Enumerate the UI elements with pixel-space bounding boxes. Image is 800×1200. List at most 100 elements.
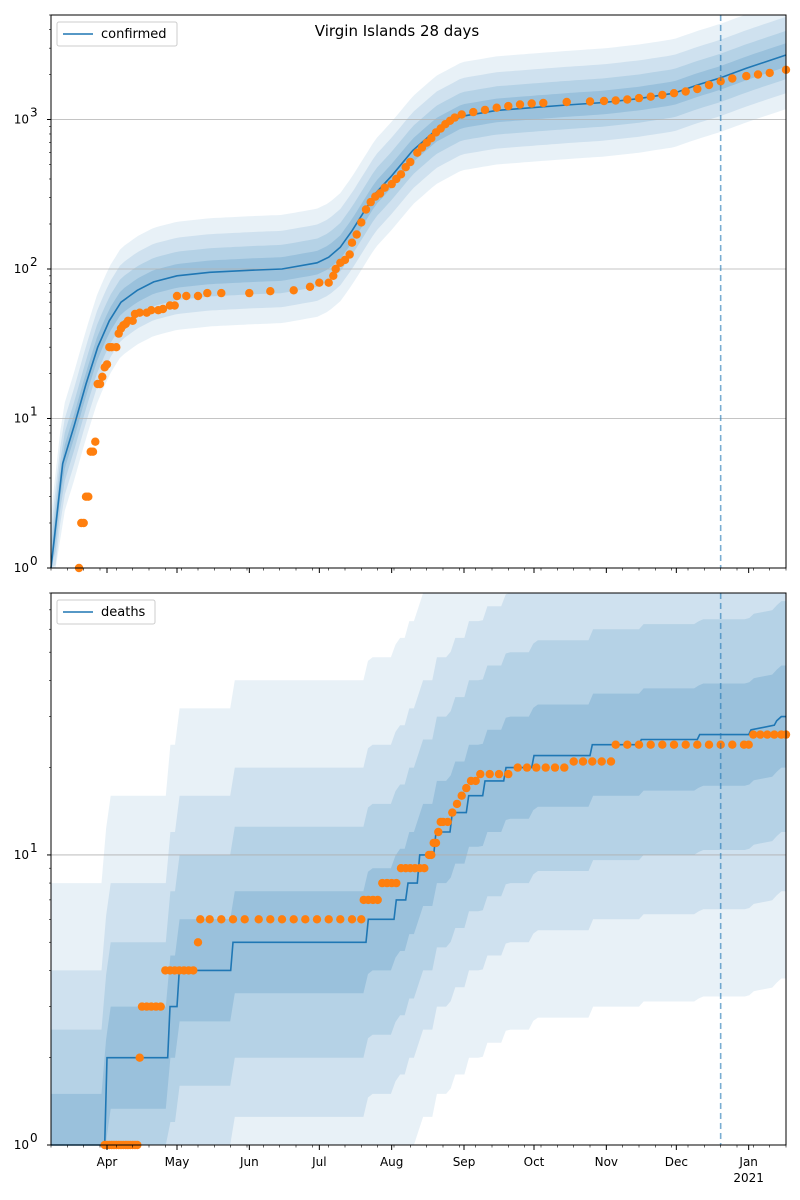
observed-point-32 <box>193 291 203 301</box>
observed-point-48 <box>357 218 366 227</box>
observed-point-59 <box>427 850 436 860</box>
observed-point-57 <box>420 864 429 873</box>
observed-point-41 <box>336 915 345 924</box>
y-tick-label-1e0: 10 <box>14 1138 29 1152</box>
observed-point-67 <box>450 113 459 122</box>
observed-point-89 <box>728 74 737 83</box>
observed-point-87 <box>611 740 620 749</box>
observed-point-9 <box>95 379 105 389</box>
observed-point-67 <box>452 799 462 809</box>
x-tick-label-7: Nov <box>595 1155 618 1169</box>
confirmed-uncertainty-bands <box>51 15 786 569</box>
observed-point-51 <box>392 878 401 888</box>
deaths-median-line <box>51 715 786 1146</box>
observed-point-69 <box>462 783 471 793</box>
observed-point-65 <box>443 817 452 827</box>
observed-point-56 <box>396 170 406 179</box>
observed-point-102 <box>763 730 772 739</box>
observed-point-62 <box>427 134 436 143</box>
legend-label-deaths: deaths <box>101 605 146 620</box>
observed-point-85 <box>681 87 690 96</box>
observed-point-78 <box>599 96 609 106</box>
observed-point-90 <box>646 740 655 749</box>
observed-point-40 <box>324 278 333 287</box>
observed-point-37 <box>289 915 298 924</box>
observed-point-34 <box>217 288 226 298</box>
observed-point-73 <box>515 100 525 109</box>
observed-point-77 <box>522 763 532 772</box>
observed-point-76 <box>513 763 522 772</box>
legend-box <box>56 21 178 47</box>
observed-point-15 <box>135 1053 144 1062</box>
observed-point-40 <box>324 915 333 924</box>
confirmed-observed-points <box>74 65 791 573</box>
observed-point-82 <box>569 757 578 766</box>
observed-point-101 <box>756 730 765 739</box>
observed-point-83 <box>658 90 667 100</box>
observed-point-38 <box>305 282 315 291</box>
observed-point-77 <box>585 97 595 106</box>
observed-point-74 <box>494 769 504 779</box>
confirmed-legend: confirmed <box>56 21 178 47</box>
observed-point-99 <box>744 740 753 749</box>
observed-point-79 <box>541 763 550 772</box>
observed-point-53 <box>380 183 389 192</box>
observed-point-30 <box>205 915 214 924</box>
x-year-label: 2021 <box>733 1171 764 1185</box>
observed-point-10 <box>98 372 107 381</box>
observed-point-81 <box>634 93 644 103</box>
observed-point-25 <box>147 306 156 315</box>
observed-point-88 <box>623 740 632 749</box>
observed-point-103 <box>770 730 779 739</box>
y-tick-exp-1e1: 1 <box>30 841 38 855</box>
observed-point-91 <box>658 740 667 749</box>
legend-box <box>56 599 156 625</box>
observed-point-30 <box>172 291 182 301</box>
observed-point-20 <box>156 1002 165 1011</box>
x-tick-label-4: Aug <box>380 1155 403 1169</box>
observed-point-74 <box>527 99 536 108</box>
observed-point-79 <box>611 96 620 105</box>
uncertainty-band-1 <box>51 15 786 568</box>
observed-point-97 <box>728 740 737 749</box>
observed-point-69 <box>469 107 478 117</box>
observed-point-73 <box>485 769 494 779</box>
observed-point-92 <box>669 740 679 749</box>
observed-point-2 <box>79 518 88 528</box>
chart-title: Virgin Islands 28 days <box>315 22 480 40</box>
observed-point-81 <box>560 763 569 772</box>
observed-point-27 <box>158 304 168 314</box>
observed-point-62 <box>434 827 443 837</box>
observed-point-90 <box>742 71 751 81</box>
observed-point-43 <box>357 915 366 924</box>
observed-point-80 <box>623 95 632 104</box>
observed-point-52 <box>375 189 385 198</box>
observed-point-100 <box>749 730 758 739</box>
x-tick-label-8: Dec <box>665 1155 688 1169</box>
observed-point-38 <box>301 915 310 924</box>
observed-point-86 <box>606 757 616 766</box>
observed-point-88 <box>716 77 725 86</box>
observed-point-7 <box>91 437 100 446</box>
y-tick-exp-1e2: 2 <box>30 255 38 269</box>
y-tick-label-1e2: 10 <box>14 262 29 276</box>
median-line <box>51 715 786 1146</box>
x-tick-label-5: Sep <box>453 1155 476 1169</box>
observed-point-32 <box>228 915 238 924</box>
observed-point-29 <box>196 915 205 924</box>
observed-point-72 <box>504 101 513 111</box>
y-tick-label-1e1: 10 <box>14 848 29 862</box>
x-tick-label-3: Jul <box>311 1155 326 1169</box>
observed-point-68 <box>457 791 466 800</box>
observed-point-33 <box>240 915 249 924</box>
observed-point-84 <box>588 757 597 766</box>
observed-point-72 <box>476 769 485 779</box>
y-tick-exp-1e1: 1 <box>30 404 38 418</box>
observed-point-50 <box>366 197 375 207</box>
observed-point-35 <box>245 288 254 298</box>
y-tick-label-1e3: 10 <box>14 112 29 126</box>
